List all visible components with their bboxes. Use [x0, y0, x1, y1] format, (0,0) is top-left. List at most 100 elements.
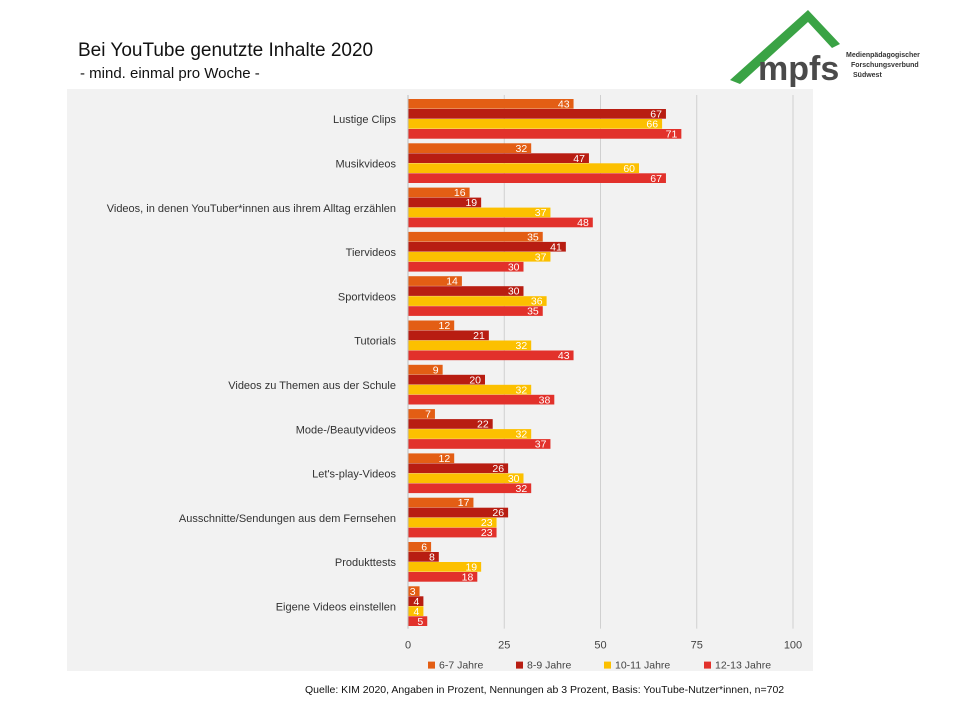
- x-tick-label: 0: [405, 640, 411, 652]
- bar: [408, 153, 589, 163]
- legend-label: 6-7 Jahre: [439, 660, 484, 671]
- bar: [408, 527, 497, 538]
- data-label: 5: [417, 616, 423, 628]
- data-label: 43: [558, 99, 570, 111]
- data-label: 18: [462, 572, 474, 584]
- bar: [408, 173, 666, 183]
- bar: [408, 552, 439, 562]
- legend-swatch: [704, 661, 711, 669]
- legend-swatch: [428, 661, 435, 669]
- data-label: 37: [535, 207, 547, 219]
- data-label: 14: [446, 276, 458, 288]
- data-label: 66: [646, 119, 658, 131]
- bar: [408, 483, 532, 494]
- logo-org-line2: Forschungsverbund: [851, 62, 919, 69]
- bar: [408, 542, 432, 552]
- data-label: 32: [516, 384, 528, 396]
- bar: [408, 562, 482, 572]
- logo-org-line1: Medienpädagogischer: [846, 52, 920, 59]
- bar: [408, 507, 509, 518]
- data-label: 4: [414, 596, 420, 608]
- bar: [408, 296, 547, 306]
- bar: [408, 409, 435, 419]
- bar: [408, 364, 443, 375]
- legend-label: 10-11 Jahre: [615, 660, 670, 671]
- logo-wordmark: mpfs: [758, 50, 839, 88]
- bar: [408, 261, 524, 272]
- bar: [408, 330, 489, 341]
- bar: [408, 251, 551, 262]
- data-label: 23: [481, 527, 493, 539]
- bar: [408, 241, 566, 252]
- chart-panel: 0 25 50 75 100 Lustige Clips 43 67 66 71 Musikvide…: [67, 89, 813, 671]
- bar: [408, 572, 478, 582]
- bar: [408, 596, 424, 606]
- legend-label: 8-9 Jahre: [527, 660, 572, 671]
- data-label: 8: [429, 552, 435, 564]
- bar: [408, 463, 509, 474]
- bar: [408, 394, 555, 405]
- data-label: 32: [516, 483, 528, 495]
- data-label: 19: [465, 562, 477, 574]
- category-label: Ausschnitte/Sendungen aus dem Fernsehen: [179, 513, 396, 525]
- data-label: 36: [531, 296, 543, 308]
- data-label: 35: [527, 306, 539, 318]
- data-label: 38: [539, 394, 551, 406]
- legend-swatch: [516, 661, 523, 669]
- category-label: Tiervideos: [346, 247, 397, 259]
- data-label: 23: [481, 517, 493, 529]
- data-label: 3: [410, 586, 416, 598]
- legend-label: 12-13 Jahre: [715, 660, 771, 671]
- data-label: 32: [516, 143, 528, 155]
- bar: [408, 306, 543, 316]
- data-label: 30: [508, 261, 520, 273]
- data-label: 19: [465, 197, 477, 209]
- data-label: 26: [492, 507, 504, 519]
- mpfs-logo: mpfs Medienpädagogischer Forschungsverbu…: [730, 10, 920, 88]
- bar: [408, 129, 682, 139]
- data-label: 43: [558, 350, 570, 362]
- bar: [408, 286, 524, 296]
- data-label: 26: [492, 463, 504, 475]
- data-label: 6: [421, 542, 427, 554]
- data-label: 60: [623, 163, 635, 175]
- legend-swatch: [604, 661, 611, 669]
- category-label: Produkttests: [335, 557, 397, 569]
- category-label: Eigene Videos einstellen: [276, 601, 396, 613]
- category-label: Let's-play-Videos: [312, 469, 396, 481]
- bar: [408, 419, 493, 429]
- data-label: 17: [458, 497, 470, 509]
- bar: [408, 276, 462, 286]
- bar: [408, 586, 420, 596]
- bar: [408, 217, 593, 228]
- category-label: Musikvideos: [335, 158, 396, 170]
- bar: [408, 320, 455, 331]
- chart-subtitle: - mind. einmal pro Woche -: [80, 65, 260, 82]
- data-label: 37: [535, 439, 547, 451]
- data-label: 35: [527, 231, 539, 243]
- data-label: 4: [414, 606, 420, 618]
- bar: [408, 439, 551, 449]
- logo-org-line3: Südwest: [853, 72, 882, 79]
- chart-title: Bei YouTube genutzte Inhalte 2020: [78, 40, 374, 61]
- data-label: 48: [577, 217, 589, 229]
- data-label: 37: [535, 251, 547, 263]
- x-tick-label: 50: [594, 640, 606, 652]
- bar: [408, 497, 474, 508]
- data-label: 67: [650, 109, 662, 121]
- data-label: 32: [516, 429, 528, 441]
- bar: [408, 517, 497, 528]
- data-label: 9: [433, 364, 439, 376]
- bar: [408, 187, 470, 198]
- data-label: 30: [508, 286, 520, 298]
- bar: [408, 207, 551, 218]
- logo-roof-icon: [730, 10, 840, 84]
- bar: [408, 350, 574, 361]
- category-label: Videos, in denen YouTuber*innen aus ihre…: [107, 203, 396, 215]
- bar: [408, 163, 639, 173]
- data-label: 47: [573, 153, 585, 165]
- category-label: Sportvideos: [338, 291, 397, 303]
- bar: [408, 143, 532, 153]
- bar: [408, 384, 532, 395]
